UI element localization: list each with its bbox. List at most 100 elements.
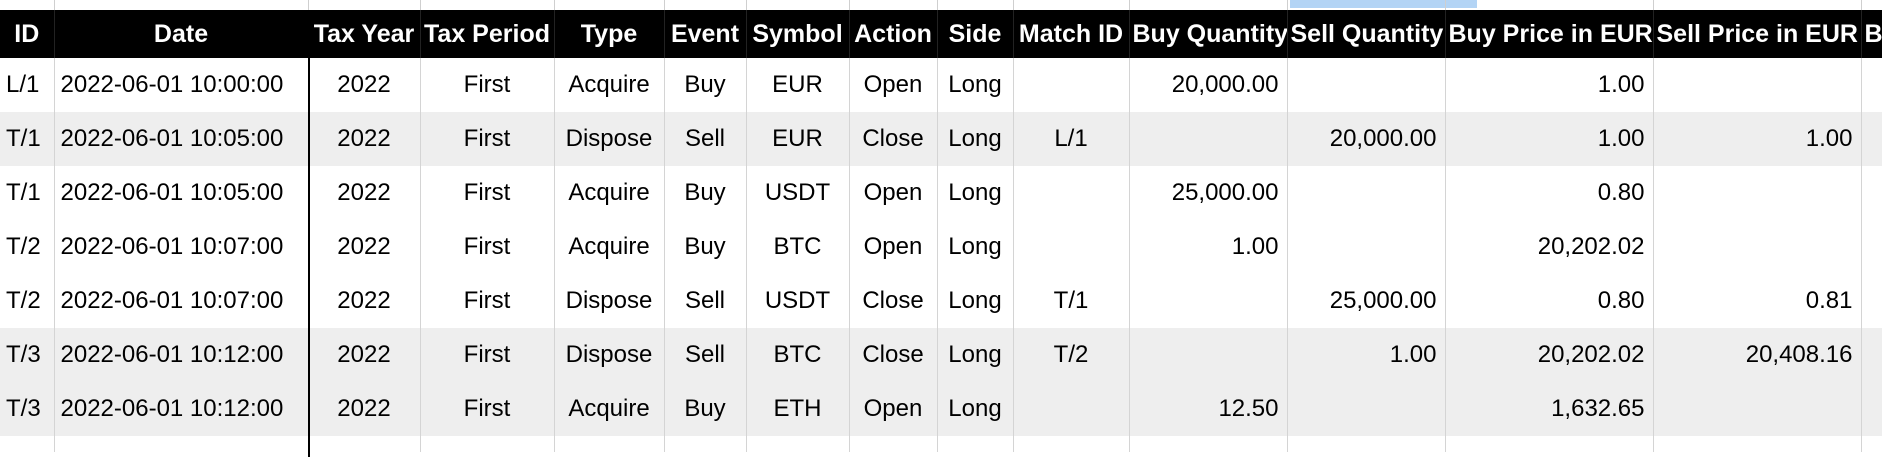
cell-date[interactable]: 2022-06-01 10:05:00 bbox=[54, 112, 309, 166]
cell-type[interactable]: Acquire bbox=[554, 382, 665, 436]
cell-tax-period[interactable]: First bbox=[420, 328, 555, 382]
col-header-event[interactable]: Event bbox=[664, 10, 747, 58]
cell-buy-quantity[interactable] bbox=[1129, 328, 1288, 382]
cell-tax-year[interactable]: 2022 bbox=[308, 58, 421, 112]
cell-type[interactable]: Acquire bbox=[554, 220, 665, 274]
cell-event[interactable]: Sell bbox=[664, 274, 747, 328]
cell-symbol[interactable]: ETH bbox=[746, 382, 850, 436]
cell-sell-quantity[interactable] bbox=[1287, 220, 1446, 274]
empty-cell[interactable] bbox=[308, 436, 421, 452]
cell-truncated[interactable] bbox=[1861, 274, 1882, 328]
col-header-match-id[interactable]: Match ID bbox=[1013, 10, 1130, 58]
cell-side[interactable]: Long bbox=[937, 166, 1014, 220]
cell-type[interactable]: Dispose bbox=[554, 274, 665, 328]
cell-sell-price[interactable] bbox=[1653, 166, 1862, 220]
cell-event[interactable]: Buy bbox=[664, 58, 747, 112]
cell-action[interactable]: Open bbox=[849, 382, 938, 436]
cell-type[interactable]: Dispose bbox=[554, 112, 665, 166]
cell-id[interactable]: T/3 bbox=[0, 382, 55, 436]
cell-tax-period[interactable]: First bbox=[420, 382, 555, 436]
empty-cell[interactable] bbox=[664, 436, 747, 452]
cell-action[interactable]: Open bbox=[849, 166, 938, 220]
cell-truncated[interactable] bbox=[1861, 112, 1882, 166]
cell-match-id[interactable] bbox=[1013, 58, 1130, 112]
cell-sell-price[interactable] bbox=[1653, 220, 1862, 274]
cell-type[interactable]: Dispose bbox=[554, 328, 665, 382]
cell-tax-year[interactable]: 2022 bbox=[308, 220, 421, 274]
col-header-date[interactable]: Date bbox=[54, 10, 309, 58]
empty-cell[interactable] bbox=[1861, 436, 1882, 452]
cell-buy-quantity[interactable]: 12.50 bbox=[1129, 382, 1288, 436]
empty-cell[interactable] bbox=[1445, 436, 1654, 452]
cell-buy-quantity[interactable]: 1.00 bbox=[1129, 220, 1288, 274]
cell-truncated[interactable] bbox=[1861, 166, 1882, 220]
col-header-action[interactable]: Action bbox=[849, 10, 938, 58]
cell-truncated[interactable] bbox=[1861, 58, 1882, 112]
cell-match-id[interactable] bbox=[1013, 166, 1130, 220]
cell-tax-year[interactable]: 2022 bbox=[308, 274, 421, 328]
cell-date[interactable]: 2022-06-01 10:12:00 bbox=[54, 382, 309, 436]
cell-buy-price[interactable]: 1.00 bbox=[1445, 112, 1654, 166]
cell-date[interactable]: 2022-06-01 10:07:00 bbox=[54, 274, 309, 328]
cell-symbol[interactable]: EUR bbox=[746, 58, 850, 112]
empty-cell[interactable] bbox=[420, 436, 555, 452]
cell-action[interactable]: Open bbox=[849, 220, 938, 274]
cell-date[interactable]: 2022-06-01 10:00:00 bbox=[54, 58, 309, 112]
cell-side[interactable]: Long bbox=[937, 328, 1014, 382]
empty-cell[interactable] bbox=[1653, 436, 1862, 452]
cell-match-id[interactable]: T/1 bbox=[1013, 274, 1130, 328]
cell-symbol[interactable]: EUR bbox=[746, 112, 850, 166]
cell-buy-price[interactable]: 20,202.02 bbox=[1445, 220, 1654, 274]
cell-sell-quantity[interactable] bbox=[1287, 58, 1446, 112]
cell-buy-quantity[interactable]: 20,000.00 bbox=[1129, 58, 1288, 112]
cell-buy-price[interactable]: 0.80 bbox=[1445, 166, 1654, 220]
cell-buy-price[interactable]: 1.00 bbox=[1445, 58, 1654, 112]
cell-tax-period[interactable]: First bbox=[420, 58, 555, 112]
cell-symbol[interactable]: USDT bbox=[746, 166, 850, 220]
cell-truncated[interactable] bbox=[1861, 382, 1882, 436]
col-header-sell-quantity[interactable]: Sell Quantity bbox=[1287, 10, 1446, 58]
cell-id[interactable]: T/2 bbox=[0, 220, 55, 274]
cell-symbol[interactable]: BTC bbox=[746, 220, 850, 274]
col-header-type[interactable]: Type bbox=[554, 10, 665, 58]
col-header-tax-year[interactable]: Tax Year bbox=[308, 10, 421, 58]
empty-cell[interactable] bbox=[54, 436, 309, 452]
cell-event[interactable]: Sell bbox=[664, 328, 747, 382]
cell-event[interactable]: Buy bbox=[664, 382, 747, 436]
empty-cell[interactable] bbox=[1129, 436, 1288, 452]
empty-cell[interactable] bbox=[1013, 436, 1130, 452]
cell-id[interactable]: L/1 bbox=[0, 58, 55, 112]
cell-sell-price[interactable] bbox=[1653, 58, 1862, 112]
cell-sell-price[interactable] bbox=[1653, 382, 1862, 436]
cell-id[interactable]: T/3 bbox=[0, 328, 55, 382]
col-header-buy-quantity[interactable]: Buy Quantity bbox=[1129, 10, 1288, 58]
cell-side[interactable]: Long bbox=[937, 220, 1014, 274]
cell-id[interactable]: T/1 bbox=[0, 166, 55, 220]
cell-buy-price[interactable]: 20,202.02 bbox=[1445, 328, 1654, 382]
cell-date[interactable]: 2022-06-01 10:07:00 bbox=[54, 220, 309, 274]
cell-side[interactable]: Long bbox=[937, 112, 1014, 166]
cell-date[interactable]: 2022-06-01 10:12:00 bbox=[54, 328, 309, 382]
cell-tax-period[interactable]: First bbox=[420, 274, 555, 328]
empty-cell[interactable] bbox=[746, 436, 850, 452]
cell-action[interactable]: Close bbox=[849, 274, 938, 328]
col-header-buy-price[interactable]: Buy Price in EUR bbox=[1445, 10, 1654, 58]
cell-type[interactable]: Acquire bbox=[554, 58, 665, 112]
col-header-id[interactable]: ID bbox=[0, 10, 55, 58]
empty-cell[interactable] bbox=[1287, 436, 1446, 452]
empty-cell[interactable] bbox=[849, 436, 938, 452]
cell-tax-period[interactable]: First bbox=[420, 220, 555, 274]
cell-tax-year[interactable]: 2022 bbox=[308, 328, 421, 382]
cell-action[interactable]: Open bbox=[849, 58, 938, 112]
cell-match-id[interactable] bbox=[1013, 382, 1130, 436]
empty-cell[interactable] bbox=[0, 436, 55, 452]
cell-buy-quantity[interactable] bbox=[1129, 274, 1288, 328]
cell-buy-price[interactable]: 1,632.65 bbox=[1445, 382, 1654, 436]
cell-side[interactable]: Long bbox=[937, 274, 1014, 328]
cell-tax-year[interactable]: 2022 bbox=[308, 112, 421, 166]
cell-tax-period[interactable]: First bbox=[420, 112, 555, 166]
cell-id[interactable]: T/1 bbox=[0, 112, 55, 166]
cell-sell-price[interactable]: 20,408.16 bbox=[1653, 328, 1862, 382]
col-header-tax-period[interactable]: Tax Period bbox=[420, 10, 555, 58]
cell-sell-quantity[interactable]: 25,000.00 bbox=[1287, 274, 1446, 328]
